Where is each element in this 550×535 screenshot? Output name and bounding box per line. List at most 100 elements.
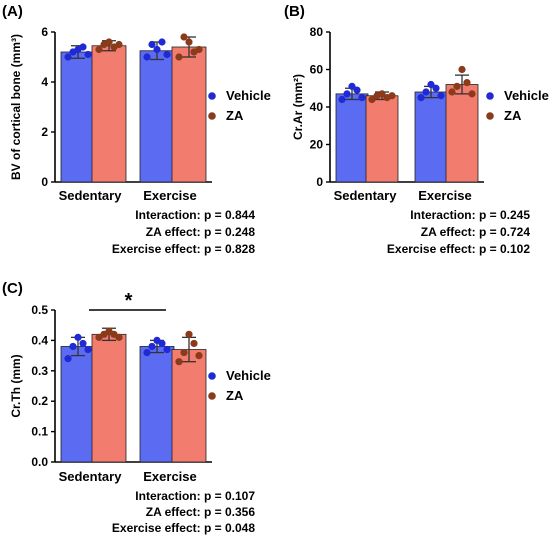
legend-label: Vehicle	[504, 88, 549, 103]
data-point	[158, 339, 166, 348]
legend-label: ZA	[504, 108, 522, 123]
y-tick-label: 6	[41, 25, 48, 39]
legend-marker	[486, 112, 494, 120]
legend-marker	[208, 92, 216, 100]
data-point	[143, 348, 151, 357]
y-tick-label: 0.0	[31, 455, 48, 469]
chart-panel-2: (B) 0 20 40 60 80 Cr.Ar (mm²) Sedentary Exercise…	[284, 3, 549, 256]
data-point	[422, 88, 430, 96]
x-category-label: Sedentary	[334, 188, 398, 203]
y-tick-label: 0.4	[31, 333, 48, 347]
bar-vehicle-exercise	[139, 346, 175, 463]
data-point	[148, 40, 156, 49]
x-category-label: Exercise	[418, 188, 472, 203]
stat-line: Interaction: p = 0.245	[410, 208, 530, 222]
legend-marker	[208, 392, 216, 400]
y-tick-label: 20	[310, 138, 324, 152]
data-point	[105, 38, 113, 46]
data-point	[163, 50, 171, 59]
data-point	[417, 94, 425, 102]
data-point	[427, 80, 435, 89]
panel-label: (C)	[2, 280, 23, 297]
data-point	[148, 342, 156, 351]
stat-line: Interaction: p = 0.107	[135, 489, 255, 503]
data-point	[163, 345, 171, 354]
stat-line: Exercise effect: p = 0.828	[112, 242, 255, 256]
data-point	[463, 79, 471, 87]
y-tick-label: 0	[41, 175, 48, 189]
data-point	[348, 82, 356, 90]
stat-line: Exercise effect: p = 0.048	[112, 521, 255, 535]
data-point	[378, 90, 386, 98]
data-point	[432, 84, 440, 92]
y-tick-label: 60	[310, 63, 324, 77]
y-tick-label: 0.1	[31, 425, 48, 439]
data-point	[79, 339, 87, 348]
x-category-label: Exercise	[143, 469, 197, 484]
data-point	[175, 358, 183, 366]
y-axis-label: BV of cortical bone (mm³)	[9, 34, 23, 180]
data-point	[185, 38, 193, 46]
data-point	[143, 53, 151, 61]
data-point	[338, 95, 346, 104]
data-point	[64, 53, 72, 61]
bar-za-exercise	[445, 84, 479, 183]
y-tick-label: 4	[41, 75, 48, 89]
data-point	[453, 82, 461, 90]
data-point	[115, 40, 123, 49]
stat-line: ZA effect: p = 0.356	[146, 505, 256, 519]
data-point	[195, 45, 203, 54]
panel-label: (B)	[284, 3, 305, 20]
bar-za-sedentary	[365, 95, 399, 183]
data-point	[64, 355, 72, 363]
legend-marker	[486, 92, 494, 100]
y-tick-label: 40	[310, 100, 324, 114]
data-point	[175, 53, 183, 61]
data-point	[84, 345, 92, 354]
data-point	[388, 92, 396, 100]
data-point	[69, 342, 77, 351]
y-tick-label: 2	[41, 125, 48, 139]
bar-vehicle-exercise	[414, 91, 448, 183]
data-point	[158, 38, 166, 46]
chart-panel-3: (C) 0.0 0.1 0.2 0.3 0.4 0.5 Cr.Th (mm) Sedentary…	[2, 280, 271, 535]
bar-za-exercise	[171, 46, 207, 183]
data-point	[190, 339, 198, 348]
data-point	[353, 86, 361, 94]
data-point	[195, 352, 203, 360]
data-point	[468, 90, 476, 98]
data-point	[180, 348, 188, 357]
chart-panel-1: (A) 0 2 4 6 BV of cortical bone (mm³) Sedentar…	[2, 3, 271, 256]
data-point	[95, 45, 103, 54]
y-tick-label: 80	[310, 25, 324, 39]
stat-line: Exercise effect: p = 0.102	[387, 242, 530, 256]
data-point	[185, 330, 193, 338]
y-tick-label: 0.5	[31, 303, 48, 317]
bar-za-sedentary	[91, 333, 127, 463]
bar-vehicle-sedentary	[60, 346, 96, 463]
legend-label: ZA	[226, 388, 244, 403]
x-category-label: Sedentary	[59, 469, 123, 484]
panel-label: (A)	[2, 3, 23, 20]
data-point	[115, 333, 123, 341]
y-tick-label: 0.3	[31, 364, 48, 378]
y-tick-label: 0	[316, 175, 323, 189]
bar-vehicle-sedentary	[60, 51, 96, 183]
bar-vehicle-sedentary	[335, 93, 369, 183]
y-tick-label: 0.2	[31, 394, 48, 408]
stat-line: ZA effect: p = 0.248	[146, 225, 256, 239]
legend-label: Vehicle	[226, 88, 271, 103]
data-point	[458, 65, 466, 74]
bar-za-sedentary	[91, 45, 127, 183]
data-point	[84, 50, 92, 59]
legend-label: ZA	[226, 108, 244, 123]
stat-line: Interaction: p = 0.844	[135, 208, 255, 222]
data-point	[368, 95, 376, 104]
x-category-label: Exercise	[143, 188, 197, 203]
data-point	[437, 92, 445, 100]
x-category-label: Sedentary	[59, 188, 123, 203]
significance-star: *	[125, 290, 133, 312]
data-point	[448, 88, 456, 96]
data-point	[79, 43, 87, 51]
legend-marker	[208, 112, 216, 120]
